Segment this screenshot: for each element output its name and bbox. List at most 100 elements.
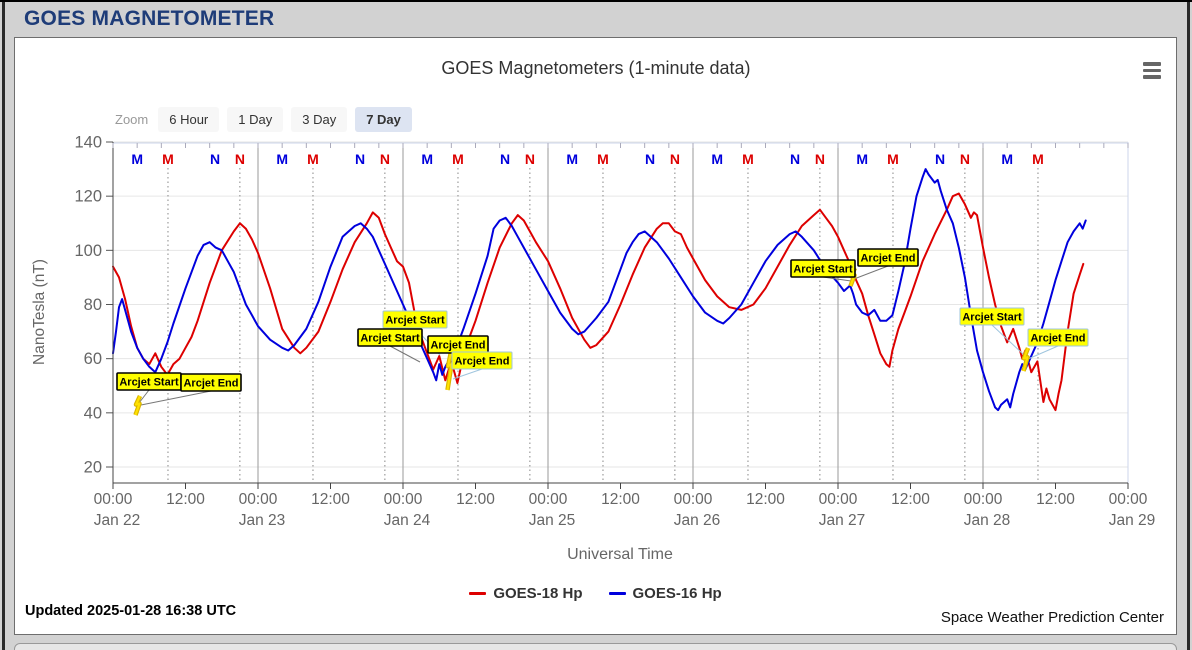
x-axis-time-label: 12:00 <box>456 491 495 508</box>
annotation-box <box>1027 328 1089 347</box>
x-axis-time-label: 12:00 <box>166 491 205 508</box>
zoom-buttons: 6 Hour 1 Day 3 Day 7 Day <box>158 107 412 132</box>
maneuver-marker-N: N <box>235 151 245 167</box>
annotation-box <box>357 328 423 347</box>
x-axis-time-label: 00:00 <box>1109 491 1148 508</box>
hamburger-icon <box>1143 68 1161 73</box>
x-axis-date-label: Jan 26 <box>674 512 721 529</box>
next-panel-edge <box>14 643 1177 650</box>
axis-layer: 140 120 100 80 60 40 20 00:00 Jan 22 12:00 00:00 Ja… <box>31 134 1155 564</box>
maneuver-marker-M: M <box>452 151 464 167</box>
x-axis-time-label: 00:00 <box>239 491 278 508</box>
annotation-layer: Arcjet Start Arcjet End Arcjet Start Arcjet… <box>116 248 1089 416</box>
zoom-button-6-hour[interactable]: 6 Hour <box>158 107 220 132</box>
updated-timestamp: Updated 2025-01-28 16:38 UTC <box>25 603 237 619</box>
maneuver-marker-N: N <box>960 151 970 167</box>
legend-item-goes-16-hp[interactable]: GOES-16 Hp <box>608 585 722 602</box>
y-axis-tick-label: 40 <box>84 404 102 422</box>
arcjet-bolt-icon <box>1022 347 1030 372</box>
x-axis-date-label: Jan 23 <box>239 512 286 529</box>
maneuver-marker-N: N <box>670 151 680 167</box>
x-axis-time-label: 00:00 <box>529 491 568 508</box>
chart-legend: GOES-18 Hp GOES-16 Hp <box>14 585 1177 602</box>
annotation-label: Arcjet End <box>1030 333 1085 345</box>
x-axis-date-label: Jan 24 <box>384 512 431 529</box>
annotation-box <box>790 259 856 278</box>
annotation-box <box>451 351 513 370</box>
maneuver-marker-M: M <box>742 151 754 167</box>
zoom-label: Zoom <box>115 112 149 127</box>
arcjet-bolt-icon <box>446 346 454 391</box>
y-axis-tick-label: 20 <box>84 459 102 477</box>
series-layer <box>112 168 1087 412</box>
x-axis-time-label: 12:00 <box>601 491 640 508</box>
maneuver-marker-N: N <box>380 151 390 167</box>
x-axis-time-label: 00:00 <box>674 491 713 508</box>
x-axis-time-label: 12:00 <box>891 491 930 508</box>
maneuver-marker-M: M <box>1001 151 1013 167</box>
annotation-box <box>180 373 242 392</box>
annotation-label: Arcjet Start <box>793 264 853 276</box>
annotation-label: Arcjet Start <box>119 377 179 389</box>
y-axis-title: NanoTesla (nT) <box>31 259 48 365</box>
x-axis-time-label: 00:00 <box>94 491 133 508</box>
x-axis-date-label: Jan 22 <box>94 512 141 529</box>
legend-item-goes-18-hp[interactable]: GOES-18 Hp <box>469 585 583 602</box>
annotation-box <box>959 307 1025 326</box>
maneuver-marker-N: N <box>645 151 655 167</box>
maneuver-marker-M: M <box>162 151 174 167</box>
maneuver-marker-M: M <box>1032 151 1044 167</box>
x-axis-date-label: Jan 28 <box>964 512 1011 529</box>
maneuver-marker-N: N <box>500 151 510 167</box>
maneuver-marker-M: M <box>276 151 288 167</box>
legend-line-icon <box>608 592 626 595</box>
x-axis-date-label: Jan 25 <box>529 512 576 529</box>
y-axis-tick-label: 120 <box>74 188 102 206</box>
maneuver-marker-M: M <box>856 151 868 167</box>
chart-context-menu-button[interactable] <box>1143 62 1165 82</box>
zoom-button-1-day[interactable]: 1 Day <box>227 107 284 132</box>
hamburger-icon <box>1143 62 1161 66</box>
chart-title: GOES Magnetometers (1-minute data) <box>441 58 751 78</box>
maneuver-marker-N: N <box>815 151 825 167</box>
maneuver-marker-N: N <box>935 151 945 167</box>
maneuver-marker-M: M <box>131 151 143 167</box>
maneuver-marker-M: M <box>711 151 723 167</box>
maneuver-marker-N: N <box>210 151 220 167</box>
arcjet-bolt-icon <box>134 395 141 416</box>
x-axis-time-label: 00:00 <box>384 491 423 508</box>
maneuver-marker-M: M <box>307 151 319 167</box>
annotation-box <box>382 310 448 329</box>
maneuver-marker-M: M <box>566 151 578 167</box>
maneuver-marker-M: M <box>421 151 433 167</box>
legend-label: GOES-16 Hp <box>632 585 722 602</box>
series-goes-16-hp[interactable] <box>112 168 1087 412</box>
x-axis-time-label: 12:00 <box>311 491 350 508</box>
x-axis-time-label: 12:00 <box>1036 491 1075 508</box>
x-axis-date-label: Jan 29 <box>1109 512 1156 529</box>
annotation-label: Arcjet Start <box>385 315 445 327</box>
series-goes-18-hp[interactable] <box>112 192 1085 412</box>
annotation-label: Arcjet Start <box>962 312 1022 324</box>
zoom-range-selector: Zoom 6 Hour 1 Day 3 Day 7 Day <box>115 107 412 132</box>
page-right-border <box>1187 2 1190 650</box>
page-title: GOES MAGNETOMETER <box>24 7 275 30</box>
maneuver-marker-N: N <box>355 151 365 167</box>
y-axis-tick-label: 60 <box>84 350 102 368</box>
maneuver-marker-M: M <box>887 151 899 167</box>
maneuver-marker-N: N <box>790 151 800 167</box>
y-axis-tick-label: 100 <box>74 242 102 260</box>
credit-text: Space Weather Prediction Center <box>940 609 1164 626</box>
annotation-box <box>857 248 919 267</box>
page-left-border <box>2 2 5 650</box>
zoom-button-3-day[interactable]: 3 Day <box>291 107 348 132</box>
annotation-label: Arcjet End <box>430 340 485 352</box>
annotation-label: Arcjet End <box>860 253 915 265</box>
x-axis-time-label: 00:00 <box>964 491 1003 508</box>
annotation-label: Arcjet Start <box>360 333 420 345</box>
zoom-button-7-day[interactable]: 7 Day <box>355 107 412 132</box>
maneuver-marker-M: M <box>597 151 609 167</box>
y-axis-tick-label: 140 <box>74 134 102 152</box>
